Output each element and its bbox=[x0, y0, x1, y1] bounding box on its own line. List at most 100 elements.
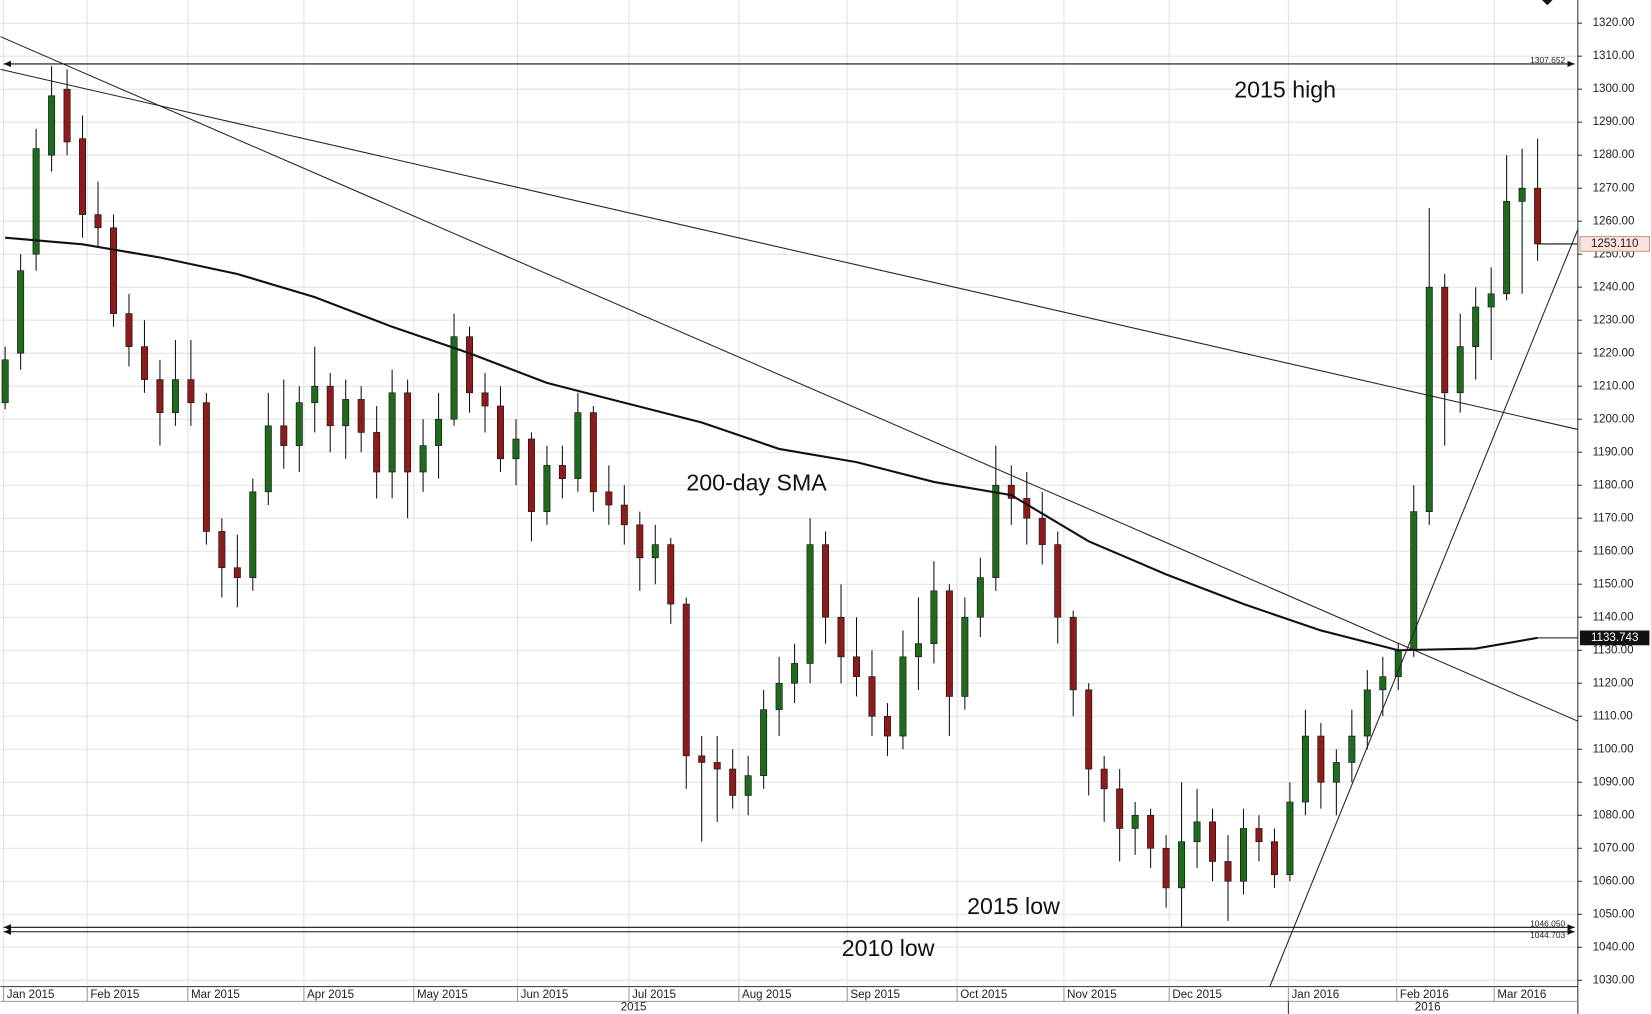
candle-body bbox=[512, 438, 520, 460]
x-tick-label: Jun 2015 bbox=[521, 989, 569, 1001]
y-tick-label: 1300.00 bbox=[1593, 83, 1635, 95]
candle-body bbox=[899, 656, 907, 737]
x-tick-label: Feb 2015 bbox=[90, 989, 139, 1001]
candle-body bbox=[976, 577, 984, 618]
y-tick-label: 1190.00 bbox=[1593, 446, 1634, 458]
candle-body bbox=[1363, 689, 1371, 737]
candle-body bbox=[883, 715, 891, 737]
candle-body bbox=[419, 445, 427, 473]
y-tick-label: 1160.00 bbox=[1593, 545, 1634, 557]
candle-body bbox=[620, 504, 628, 526]
candle-body bbox=[1116, 788, 1124, 829]
y-tick-label: 1090.00 bbox=[1593, 776, 1635, 788]
candle-body bbox=[1518, 187, 1526, 202]
candle-body bbox=[32, 148, 40, 255]
y-tick-label: 1150.00 bbox=[1593, 578, 1634, 590]
y-tick-label: 1210.00 bbox=[1593, 380, 1635, 392]
candle-body bbox=[1255, 828, 1263, 842]
x-tick-label: Apr 2015 bbox=[307, 989, 354, 1001]
candle-body bbox=[140, 346, 148, 380]
candle-body bbox=[187, 379, 195, 404]
x-tick-label: May 2015 bbox=[417, 989, 468, 1001]
x-tick-label: Nov 2015 bbox=[1067, 989, 1117, 1001]
y-tick-label: 1110.00 bbox=[1593, 710, 1633, 722]
y-tick-label: 1320.00 bbox=[1593, 17, 1635, 29]
candle-body bbox=[435, 418, 443, 446]
candle-body bbox=[791, 663, 799, 684]
candle-body bbox=[311, 385, 319, 404]
candle-body bbox=[388, 392, 396, 473]
candle-body bbox=[79, 138, 87, 215]
candle-body bbox=[945, 590, 953, 697]
x-tick-label: Feb 2016 bbox=[1400, 989, 1449, 1001]
x-tick-label: Mar 2015 bbox=[191, 989, 240, 1001]
x-tick-label: Aug 2015 bbox=[742, 989, 792, 1001]
y-tick-label: 1290.00 bbox=[1593, 116, 1635, 128]
y-tick-label: 1030.00 bbox=[1593, 974, 1635, 986]
y-tick-label: 1140.00 bbox=[1593, 611, 1634, 623]
candle-body bbox=[713, 762, 721, 770]
x-tick-label: Sep 2015 bbox=[850, 989, 900, 1001]
x-tick-label: Oct 2015 bbox=[960, 989, 1007, 1001]
axes: 1030.00 1040.00 1050.00 1060.00 1070.00 1080.… bbox=[3, 17, 1650, 1014]
y-tick-label: 1080.00 bbox=[1593, 809, 1635, 821]
candle-body bbox=[1, 359, 9, 404]
trendline bbox=[0, 36, 1579, 722]
annotation: 2010 low bbox=[842, 935, 935, 961]
y-tick-label: 1240.00 bbox=[1593, 281, 1635, 293]
candle-body bbox=[156, 379, 164, 413]
trendline bbox=[0, 68, 1578, 430]
candle-body bbox=[1348, 735, 1356, 763]
x-tick-label: Mar 2016 bbox=[1497, 989, 1546, 1001]
level-label: 1307.652 bbox=[1530, 55, 1565, 65]
candle-body bbox=[667, 544, 675, 605]
candle-body bbox=[1487, 293, 1495, 308]
candle-body bbox=[1162, 847, 1170, 889]
candle-body bbox=[233, 567, 241, 578]
candle-body bbox=[1240, 828, 1247, 882]
sma-price-box bbox=[1579, 630, 1650, 646]
y-tick-label: 1170.00 bbox=[1593, 512, 1634, 524]
corner-marker bbox=[1542, 0, 1553, 6]
last-price-label: 1253.110 bbox=[1591, 238, 1638, 250]
sma-price-label: 1133.743 bbox=[1591, 632, 1638, 644]
candle-body bbox=[543, 465, 551, 512]
annotation: 2015 low bbox=[967, 893, 1060, 919]
candle-body bbox=[125, 313, 133, 347]
candle-body bbox=[450, 336, 458, 420]
y-tick-label: 1180.00 bbox=[1593, 479, 1634, 491]
grid bbox=[0, 0, 1578, 987]
annotation: 2015 high bbox=[1234, 77, 1336, 103]
level-label: 1044.703 bbox=[1530, 930, 1565, 940]
candle-body bbox=[1394, 649, 1402, 677]
candle-body bbox=[373, 432, 381, 473]
candle-body bbox=[481, 392, 489, 407]
candle-body bbox=[574, 412, 582, 479]
candle-body bbox=[1069, 616, 1077, 691]
candle-body bbox=[1147, 814, 1155, 849]
candle-body bbox=[1038, 517, 1046, 545]
candle-body bbox=[806, 544, 814, 664]
candle-body bbox=[1131, 814, 1139, 829]
y-tick-label: 1060.00 bbox=[1593, 875, 1635, 887]
y-tick-label: 1260.00 bbox=[1593, 215, 1635, 227]
annotation: 200-day SMA bbox=[686, 469, 827, 495]
candle-body bbox=[961, 616, 969, 697]
y-tick-label: 1130.00 bbox=[1593, 644, 1634, 656]
y-tick-label: 1200.00 bbox=[1593, 413, 1635, 425]
candle-body bbox=[1301, 735, 1309, 803]
candle-body bbox=[94, 214, 102, 229]
candle-body bbox=[1410, 511, 1418, 651]
y-tick-label: 1310.00 bbox=[1593, 50, 1635, 62]
candle-body bbox=[1534, 187, 1542, 245]
candle-body bbox=[1209, 821, 1217, 862]
candle-body bbox=[218, 531, 226, 569]
x-tick-label: Jul 2015 bbox=[632, 989, 676, 1001]
candle-body bbox=[295, 402, 303, 446]
candle-body bbox=[1193, 821, 1201, 842]
candle-body bbox=[651, 544, 659, 559]
candle-body bbox=[744, 775, 752, 796]
candle-body bbox=[1379, 676, 1387, 691]
